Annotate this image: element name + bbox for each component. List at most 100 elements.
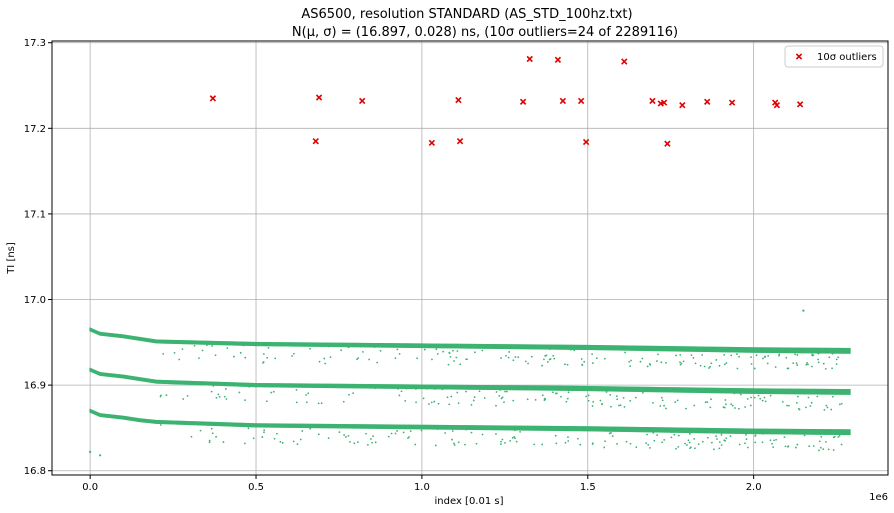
data-point xyxy=(769,439,772,442)
data-point xyxy=(710,398,712,401)
data-point xyxy=(753,396,756,399)
data-point xyxy=(541,394,544,397)
data-point xyxy=(840,443,843,446)
data-point xyxy=(725,403,727,406)
data-point xyxy=(610,405,612,408)
data-point xyxy=(398,394,401,397)
data-point xyxy=(688,441,691,444)
data-point xyxy=(690,354,693,357)
data-point xyxy=(783,436,786,439)
data-point xyxy=(210,390,213,393)
data-point xyxy=(353,442,356,445)
data-point xyxy=(347,435,350,437)
data-point xyxy=(601,403,604,405)
data-point xyxy=(812,354,815,357)
data-point xyxy=(694,362,697,365)
data-point xyxy=(649,446,651,449)
data-point xyxy=(208,441,211,444)
outlier-marker xyxy=(664,140,671,147)
data-point xyxy=(724,439,727,442)
data-point xyxy=(647,443,650,446)
data-point xyxy=(552,391,554,394)
data-point xyxy=(238,391,241,394)
data-point xyxy=(299,438,302,441)
data-point xyxy=(679,361,681,364)
y-axis-label: TI [ns] xyxy=(6,242,17,275)
data-point xyxy=(503,401,505,404)
data-point xyxy=(665,361,667,364)
data-point xyxy=(750,356,752,359)
data-point xyxy=(697,443,700,446)
data-point xyxy=(567,389,570,392)
data-point xyxy=(543,358,545,361)
data-point xyxy=(787,367,790,370)
data-point xyxy=(343,434,346,436)
data-point xyxy=(560,395,562,398)
data-point xyxy=(720,432,723,435)
data-point xyxy=(665,407,667,410)
data-point xyxy=(762,357,764,360)
data-point xyxy=(682,360,685,363)
data-point xyxy=(805,406,807,409)
data-point xyxy=(545,354,548,357)
data-point xyxy=(511,436,514,439)
data-point xyxy=(759,397,762,400)
data-point xyxy=(624,351,626,354)
data-point xyxy=(622,396,625,399)
data-point xyxy=(746,397,749,400)
data-point xyxy=(769,394,772,397)
data-point xyxy=(473,396,476,399)
data-point xyxy=(730,403,733,406)
data-point xyxy=(820,435,823,438)
data-point xyxy=(252,437,255,440)
data-point xyxy=(646,365,649,368)
data-point xyxy=(415,401,417,404)
data-point xyxy=(609,393,612,396)
data-point xyxy=(837,356,840,359)
data-point xyxy=(446,396,449,399)
data-point xyxy=(585,395,588,398)
data-point xyxy=(295,388,298,391)
data-point xyxy=(604,357,606,360)
data-point xyxy=(565,400,568,403)
data-point xyxy=(567,436,569,438)
data-point xyxy=(708,367,710,369)
data-points xyxy=(89,309,851,457)
data-point xyxy=(273,437,276,440)
data-point xyxy=(773,439,775,442)
data-point xyxy=(305,394,307,396)
data-point xyxy=(628,360,631,363)
data-point xyxy=(710,441,713,444)
data-point xyxy=(453,442,455,445)
data-point xyxy=(347,346,350,349)
data-point xyxy=(595,357,598,360)
data-point xyxy=(733,392,736,395)
data-point xyxy=(441,388,444,391)
data-point xyxy=(244,399,246,402)
data-point xyxy=(642,391,644,394)
chart-title-line-2: N(μ, σ) = (16.897, 0.028) ns, (10σ outli… xyxy=(292,25,678,40)
data-point xyxy=(356,358,358,361)
data-point xyxy=(274,357,277,360)
data-point xyxy=(720,444,723,446)
data-point xyxy=(211,345,214,347)
data-point xyxy=(266,356,269,359)
data-point xyxy=(591,442,594,445)
data-point xyxy=(822,448,825,451)
data-point xyxy=(687,439,690,442)
data-point xyxy=(387,435,390,438)
data-point xyxy=(819,446,822,449)
data-point xyxy=(576,437,579,440)
data-point xyxy=(591,405,594,407)
data-point xyxy=(686,444,688,446)
data-point xyxy=(281,441,284,444)
data-point xyxy=(822,362,825,365)
outlier-marker xyxy=(428,139,436,147)
data-point xyxy=(201,349,204,352)
data-point xyxy=(500,443,502,446)
data-point xyxy=(327,437,330,440)
outlier-marker xyxy=(455,96,462,104)
data-point xyxy=(505,354,507,357)
data-point xyxy=(604,440,606,443)
data-point xyxy=(541,443,544,446)
